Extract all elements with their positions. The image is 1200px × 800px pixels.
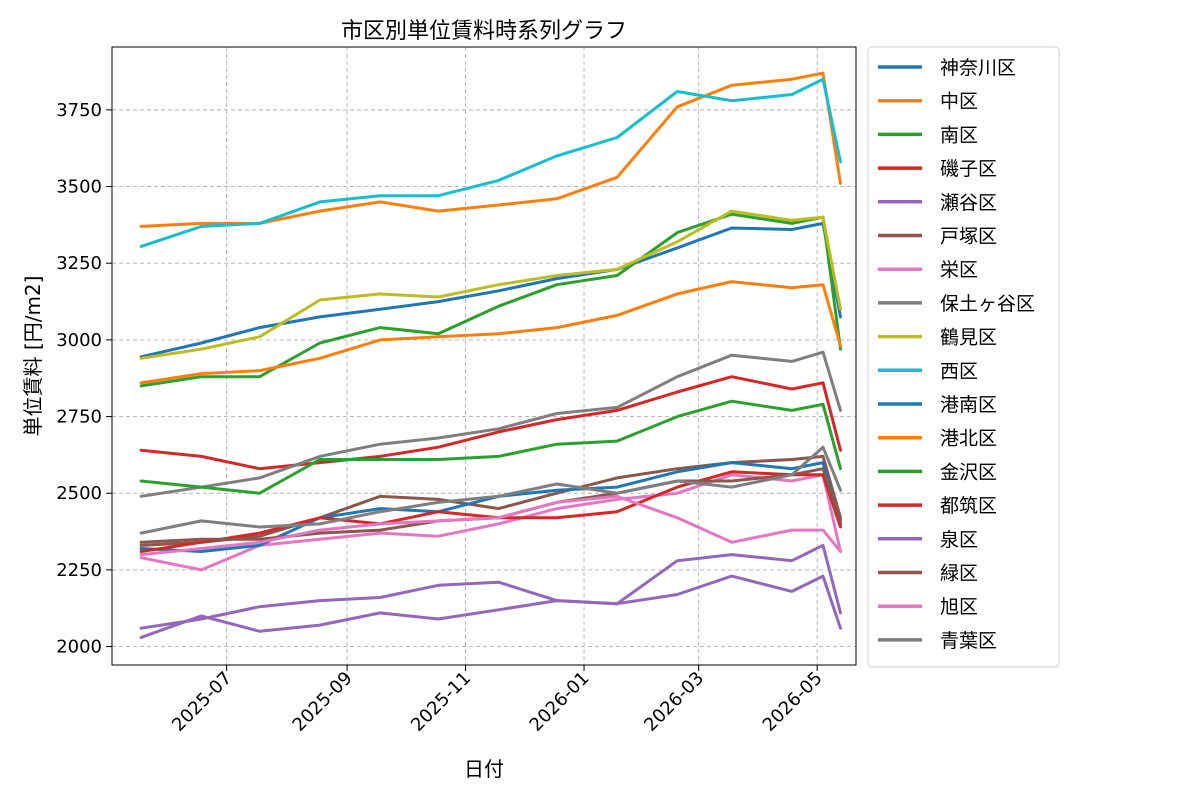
legend-label: 金沢区 bbox=[940, 461, 997, 483]
legend-label: 都筑区 bbox=[940, 495, 997, 517]
legend-label: 戸塚区 bbox=[940, 226, 997, 248]
series-line-1 bbox=[139, 221, 842, 359]
x-tick-label: 2025-07 bbox=[168, 668, 236, 736]
series-line-13 bbox=[139, 399, 842, 495]
legend-label: 鶴見区 bbox=[940, 327, 997, 349]
y-tick-label: 3250 bbox=[56, 253, 102, 274]
x-tick-label: 2025-09 bbox=[289, 668, 357, 736]
x-tick-label: 2025-11 bbox=[407, 668, 475, 736]
x-tick-label: 2026-01 bbox=[526, 668, 594, 736]
legend-label: 泉区 bbox=[940, 529, 978, 551]
legend-label: 南区 bbox=[940, 124, 978, 146]
series-line-9 bbox=[139, 209, 842, 360]
legend-label: 保土ヶ谷区 bbox=[940, 293, 1035, 315]
series-line-8 bbox=[139, 350, 842, 498]
x-tick-label: 2026-05 bbox=[759, 668, 827, 736]
series-line-5 bbox=[139, 574, 842, 630]
legend-label: 瀬谷区 bbox=[940, 192, 997, 214]
series-line-17 bbox=[139, 494, 842, 557]
series-line-14 bbox=[139, 470, 842, 553]
y-axis-label: 単位賃料 [円/m2] bbox=[21, 276, 45, 437]
legend-label: 港北区 bbox=[940, 428, 997, 450]
y-tick-label: 3000 bbox=[56, 330, 102, 351]
legend-label: 中区 bbox=[940, 91, 978, 113]
series-line-12 bbox=[139, 280, 842, 385]
legend-label: 栄区 bbox=[940, 259, 978, 281]
y-tick-label: 2000 bbox=[56, 637, 102, 658]
chart-title: 市区別単位賃料時系列グラフ bbox=[341, 19, 627, 44]
y-tick-label: 3500 bbox=[56, 177, 102, 198]
legend-label: 港南区 bbox=[940, 394, 997, 416]
series-line-3 bbox=[139, 212, 842, 388]
legend-label: 青葉区 bbox=[940, 630, 997, 652]
series-line-7 bbox=[139, 473, 842, 572]
series-line-15 bbox=[139, 543, 842, 639]
legend-label: 緑区 bbox=[940, 563, 978, 585]
y-axis: 2000 2250 2500 2750 3000 3250 3500 3750 bbox=[56, 100, 112, 658]
gridlines bbox=[112, 47, 856, 665]
plot-frame bbox=[111, 46, 857, 666]
legend-label: 磯子区 bbox=[940, 158, 997, 180]
y-tick-label: 2250 bbox=[56, 560, 102, 581]
series-line-4 bbox=[139, 375, 842, 471]
series-layer bbox=[139, 71, 842, 639]
series-line-6 bbox=[139, 454, 842, 547]
series-line-2 bbox=[139, 71, 842, 228]
legend: 神奈川区中区南区磯子区瀬谷区戸塚区栄区保土ヶ谷区鶴見区西区港南区港北区金沢区都筑… bbox=[867, 46, 1060, 668]
x-tick-label: 2026-03 bbox=[640, 668, 708, 736]
y-tick-label: 3750 bbox=[56, 100, 102, 121]
y-tick-label: 2750 bbox=[56, 407, 102, 428]
x-axis: 2025-07 2025-09 2025-11 2026-01 2026-03 2026-… bbox=[168, 665, 827, 736]
legend-label: 旭区 bbox=[940, 596, 978, 618]
y-tick-label: 2500 bbox=[56, 483, 102, 504]
x-axis-label: 日付 bbox=[464, 757, 504, 781]
series-line-18 bbox=[139, 445, 842, 535]
legend-label: 西区 bbox=[940, 360, 978, 382]
series-line-10 bbox=[139, 77, 842, 248]
legend-label: 神奈川区 bbox=[940, 57, 1016, 79]
